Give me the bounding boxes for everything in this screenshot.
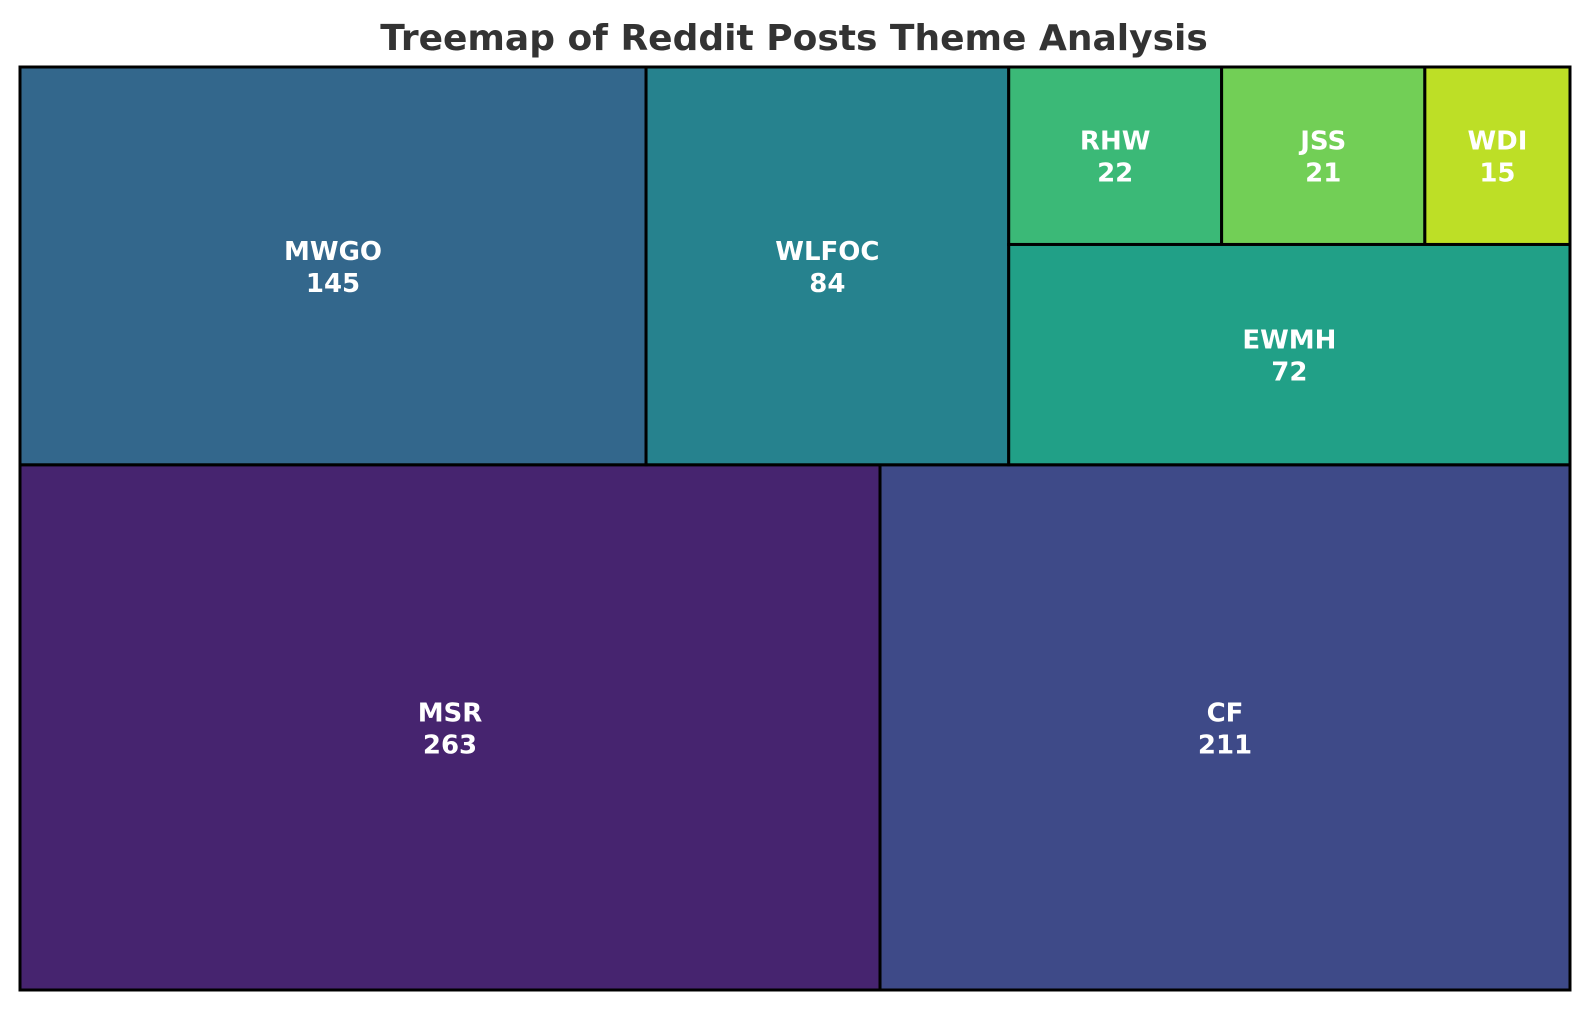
tile-label-wdi: WDI [1467, 127, 1527, 157]
tile-value-cf: 211 [1198, 730, 1252, 760]
tile-msr [18, 463, 882, 992]
tile-label-ewmh: EWMH [1242, 326, 1336, 356]
plot-border [19, 66, 1571, 991]
tile-label-msr: MSR [418, 698, 483, 728]
tile-value-msr: 263 [423, 730, 477, 760]
tile-value-mwgo: 145 [306, 269, 360, 299]
tile-value-ewmh: 72 [1271, 358, 1307, 388]
tile-value-wlfoc: 84 [809, 269, 845, 299]
tile-value-wdi: 15 [1479, 159, 1515, 189]
tile-jss [1220, 65, 1427, 246]
tile-label-wlfoc: WLFOC [775, 237, 879, 267]
tile-cf [878, 463, 1572, 992]
tile-ewmh [1007, 242, 1572, 467]
chart-title: Treemap of Reddit Posts Theme Analysis [380, 18, 1208, 59]
tile-label-rhw: RHW [1080, 127, 1150, 157]
tile-label-mwgo: MWGO [284, 237, 382, 267]
tile-label-cf: CF [1207, 698, 1244, 728]
tile-value-jss: 21 [1305, 159, 1341, 189]
tile-wlfoc [644, 65, 1011, 467]
tile-value-rhw: 22 [1097, 159, 1133, 189]
tile-label-jss: JSS [1298, 127, 1346, 157]
